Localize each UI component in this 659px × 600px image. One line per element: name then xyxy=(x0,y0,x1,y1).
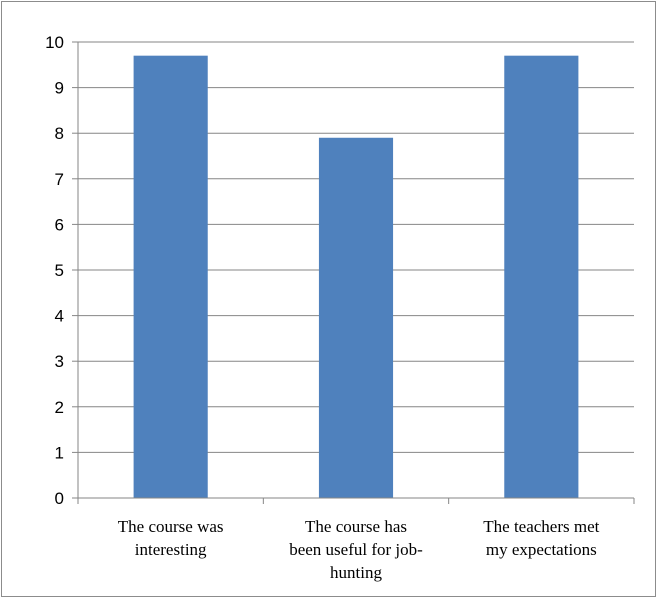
y-tick-label: 6 xyxy=(55,215,64,234)
axes xyxy=(72,41,635,504)
x-category-label: The course was xyxy=(118,517,224,536)
bar xyxy=(318,137,394,498)
y-tick-label: 5 xyxy=(55,261,64,280)
bars xyxy=(133,55,579,499)
y-tick-label: 8 xyxy=(55,124,64,143)
x-category-label: The course has xyxy=(305,517,407,536)
y-tick-labels: 0 1 2 3 4 5 6 7 8 9 10 xyxy=(45,33,64,508)
bar xyxy=(133,55,208,499)
x-category-labels: The course was interesting The course has b… xyxy=(118,517,600,582)
y-tick-label: 2 xyxy=(55,398,64,417)
x-category-label: been useful for job- xyxy=(289,540,423,559)
y-tick-label: 10 xyxy=(45,33,64,52)
x-category-label: The teachers met xyxy=(483,517,599,536)
y-tick-label: 0 xyxy=(55,489,64,508)
x-category-label: my expectations xyxy=(486,540,597,559)
bar xyxy=(504,55,579,499)
x-category-label: interesting xyxy=(135,540,207,559)
y-tick-label: 3 xyxy=(55,352,64,371)
y-tick-label: 9 xyxy=(55,79,64,98)
y-tick-label: 7 xyxy=(55,170,64,189)
y-tick-label: 1 xyxy=(55,443,64,462)
y-tick-label: 4 xyxy=(55,307,64,326)
x-category-label: hunting xyxy=(330,563,382,582)
